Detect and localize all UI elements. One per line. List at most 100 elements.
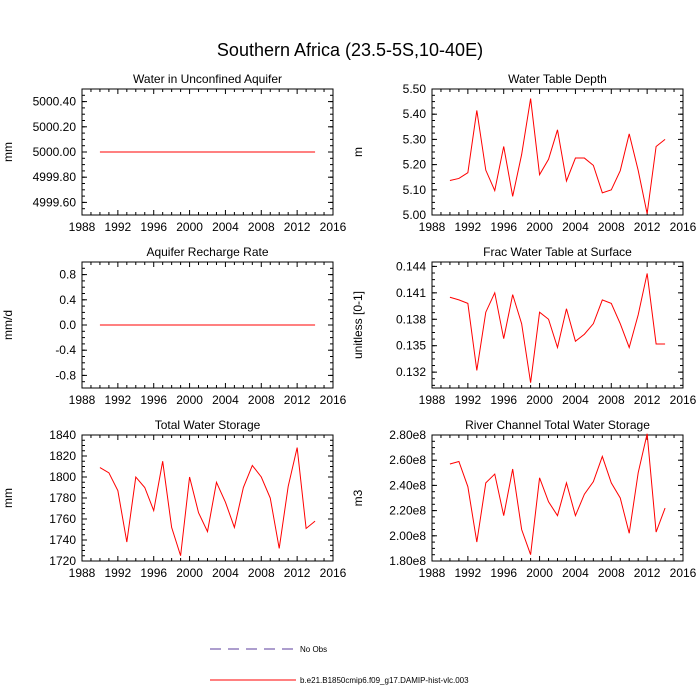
y-tick-label: 5.00 <box>403 208 427 222</box>
x-tick-label: 2004 <box>562 220 589 234</box>
y-axis-label: mm <box>1 488 15 508</box>
x-tick-label: 1992 <box>455 566 482 580</box>
panel-aquifer-recharge-rate: Aquifer Recharge Rate mm/d 1988 1992 1996 200… <box>1 245 347 407</box>
y-tick-label: 1840 <box>49 428 76 442</box>
panel-title: River Channel Total Water Storage <box>465 418 650 432</box>
y-tick-label: 0.141 <box>396 286 426 300</box>
series-line <box>99 447 316 556</box>
y-tick-label: 1740 <box>49 533 76 547</box>
y-tick-label: 1720 <box>49 554 76 568</box>
y-axis-label: mm/d <box>1 310 15 340</box>
y-tick-label: 5.30 <box>403 132 427 146</box>
x-tick-label: 1988 <box>69 220 96 234</box>
x-tick-label: 1996 <box>140 393 167 407</box>
x-tick-label: 1988 <box>419 220 446 234</box>
y-axis-label: mm <box>1 142 15 162</box>
x-tick-label: 2000 <box>176 566 203 580</box>
y-tick-label: 2.40e8 <box>389 478 426 492</box>
y-tick-label: 5.50 <box>403 82 427 96</box>
x-tick-label: 2000 <box>526 566 553 580</box>
x-tick-label: 2012 <box>284 566 311 580</box>
panels: Water in Unconfined Aquifer mm 1988 1992 199… <box>1 72 697 580</box>
y-tick-label: 0.132 <box>396 365 426 379</box>
y-tick-label: 1760 <box>49 512 76 526</box>
y-tick-label: 1780 <box>49 491 76 505</box>
panel-title: Frac Water Table at Surface <box>483 245 632 259</box>
legend-label-model-run: b.e21.B1850cmip6.f09_g17.DAMIP-hist-vlc.… <box>300 676 469 685</box>
x-tick-label: 1992 <box>105 566 132 580</box>
x-tick-label: 2008 <box>598 566 625 580</box>
plot-frame <box>431 88 684 216</box>
x-tick-label: 1992 <box>105 393 132 407</box>
x-tick-label: 2004 <box>212 220 239 234</box>
panel-water-table-depth: Water Table Depth m 1988 1992 1996 2000 2004 20… <box>351 72 697 234</box>
x-tick-label: 2016 <box>670 566 697 580</box>
x-tick-label: 2000 <box>176 393 203 407</box>
x-tick-label: 1996 <box>140 220 167 234</box>
y-tick-label: -0.8 <box>55 368 76 382</box>
y-tick-label: 0.135 <box>396 339 426 353</box>
y-tick-label: 4999.80 <box>33 170 77 184</box>
x-tick-label: 1988 <box>419 393 446 407</box>
x-tick-label: 2012 <box>634 393 661 407</box>
x-tick-label: 1996 <box>490 393 517 407</box>
figure-title: Southern Africa (23.5-5S,10-40E) <box>217 40 483 60</box>
y-tick-label: 5000.00 <box>33 145 77 159</box>
x-tick-label: 1992 <box>455 393 482 407</box>
y-tick-label: 2.20e8 <box>389 504 426 518</box>
panel-title: Aquifer Recharge Rate <box>146 245 268 259</box>
y-tick-label: -0.4 <box>55 343 76 357</box>
y-tick-label: 2.80e8 <box>389 428 426 442</box>
y-tick-label: 2.60e8 <box>389 453 426 467</box>
x-tick-label: 2008 <box>248 220 275 234</box>
y-tick-label: 4999.60 <box>33 195 77 209</box>
y-tick-label: 0.0 <box>59 318 76 332</box>
x-tick-label: 1988 <box>69 393 96 407</box>
series-line <box>449 433 666 555</box>
x-tick-label: 2012 <box>284 393 311 407</box>
y-tick-label: 0.138 <box>396 312 426 326</box>
panel-total-water-storage: Total Water Storage mm 1988 1992 1996 2000 200… <box>1 418 347 580</box>
y-axis-label: m3 <box>351 489 365 506</box>
x-tick-label: 2016 <box>670 220 697 234</box>
y-tick-label: 5.40 <box>403 107 427 121</box>
x-tick-label: 2000 <box>176 220 203 234</box>
x-tick-label: 1996 <box>490 566 517 580</box>
panel-title: Total Water Storage <box>155 418 261 432</box>
y-tick-label: 0.8 <box>59 268 76 282</box>
x-tick-label: 2008 <box>248 566 275 580</box>
y-tick-label: 0.4 <box>59 293 76 307</box>
legend-entry-model-run: b.e21.B1850cmip6.f09_g17.DAMIP-hist-vlc.… <box>210 676 469 685</box>
series-line <box>449 98 666 214</box>
x-tick-label: 2016 <box>320 566 347 580</box>
x-tick-label: 2012 <box>634 220 661 234</box>
y-tick-label: 1820 <box>49 449 76 463</box>
y-tick-label: 5.20 <box>403 158 427 172</box>
legend-label-no-obs: No Obs <box>300 645 327 654</box>
x-tick-label: 2004 <box>212 566 239 580</box>
x-tick-label: 2008 <box>598 220 625 234</box>
y-tick-label: 5.10 <box>403 183 427 197</box>
panel-water-in-unconfined-aquifer: Water in Unconfined Aquifer mm 1988 1992 199… <box>1 72 347 234</box>
panel-frac-water-table-at-surface: Frac Water Table at Surface unitless [0-1… <box>351 245 697 407</box>
x-tick-label: 1992 <box>455 220 482 234</box>
panel-title: Water Table Depth <box>508 72 607 86</box>
legend-entry-no-obs: No Obs <box>210 645 327 654</box>
y-axis-label: m <box>351 147 365 157</box>
x-tick-label: 1996 <box>490 220 517 234</box>
x-tick-label: 2004 <box>562 566 589 580</box>
y-tick-label: 0.144 <box>396 259 426 273</box>
x-tick-label: 1988 <box>419 566 446 580</box>
x-tick-label: 2000 <box>526 393 553 407</box>
x-tick-label: 2004 <box>212 393 239 407</box>
y-tick-label: 1800 <box>49 470 76 484</box>
y-tick-label: 5000.20 <box>33 120 77 134</box>
x-tick-label: 2008 <box>248 393 275 407</box>
x-tick-label: 2016 <box>670 393 697 407</box>
x-tick-label: 1988 <box>69 566 96 580</box>
x-tick-label: 2000 <box>526 220 553 234</box>
panel-title: Water in Unconfined Aquifer <box>133 72 282 86</box>
x-tick-label: 1992 <box>105 220 132 234</box>
x-tick-label: 2012 <box>284 220 311 234</box>
